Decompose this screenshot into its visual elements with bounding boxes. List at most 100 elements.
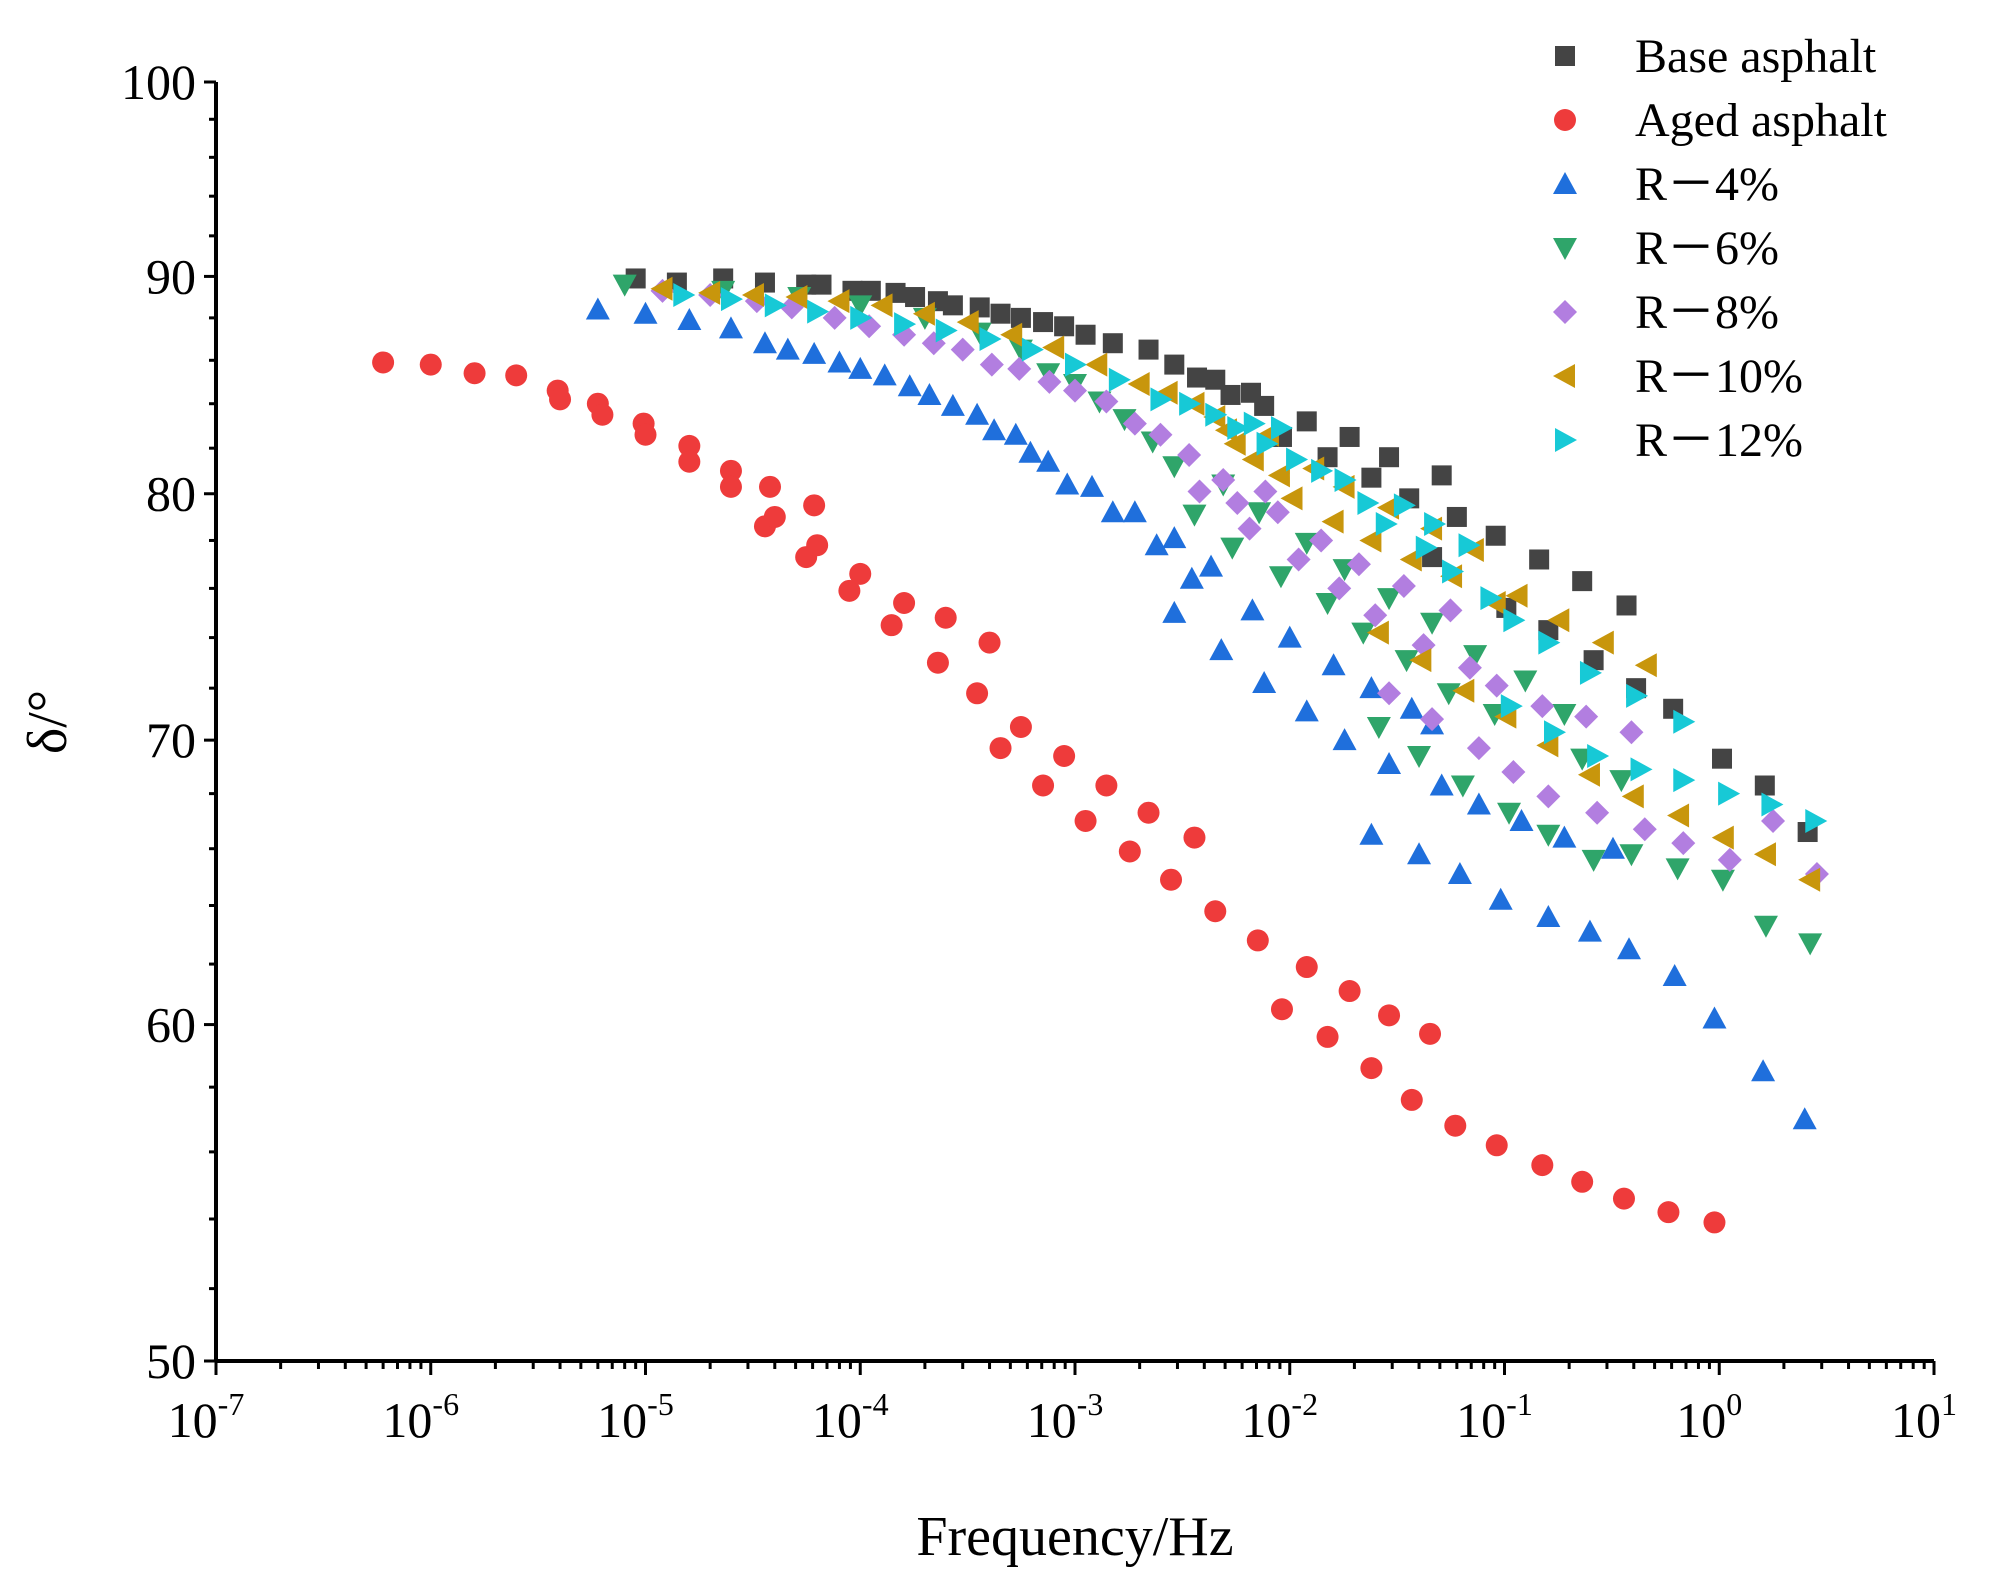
data-point [1505,583,1528,608]
data-point [1321,509,1344,534]
data-point [982,418,1007,441]
data-point [1442,559,1465,584]
data-point [677,307,702,330]
data-point [827,350,852,373]
data-point [1036,449,1061,472]
data-point [673,282,696,307]
data-point [1100,500,1125,523]
data-point [633,301,658,324]
data-point [1267,463,1290,488]
data-point [1751,1059,1776,1082]
x-tick-label: 10-2 [1241,1386,1318,1448]
data-point [1377,495,1400,520]
data-point [1419,1022,1442,1045]
data-point [897,374,922,397]
data-point [1480,586,1503,611]
data-point [1394,650,1419,673]
data-point [1717,847,1742,872]
data-point [1446,506,1467,527]
data-point [612,274,637,297]
data-point [1665,858,1690,881]
data-point [1021,337,1044,362]
data-point [1754,775,1775,796]
data-point [1609,770,1634,793]
data-point [838,579,861,602]
data-point [1177,442,1202,467]
data-point [1485,1134,1508,1157]
data-point [1334,467,1357,492]
x-tick-label: 10-7 [168,1386,245,1448]
data-point [719,459,742,482]
legend-marker [1555,428,1577,452]
data-point [1007,356,1032,381]
data-point [1286,447,1309,472]
data-point [1710,869,1735,892]
data-point [1183,826,1206,849]
data-point [1074,809,1097,832]
y-axis-label: δ/° [17,690,79,754]
data-point [1360,1057,1383,1080]
data-point [1753,915,1778,938]
data-point [1657,1201,1680,1224]
data-point [785,285,808,310]
data-point [1225,490,1250,515]
data-point [1227,416,1250,441]
x-tick-label: 10-4 [812,1386,889,1448]
data-point [463,362,486,385]
data-point [1377,752,1402,775]
data-point [591,403,614,426]
data-point [1315,593,1340,616]
data-point [1463,645,1488,668]
data-point [1420,612,1445,635]
x-tick-label: 10-6 [382,1386,459,1448]
data-point [1761,808,1786,833]
data-point [1095,774,1118,797]
data-point [1246,929,1269,952]
data-point [1080,474,1105,497]
data-point [1587,744,1610,769]
data-point [1187,479,1212,504]
data-point [1673,709,1696,734]
y-tick-label: 50 [146,1333,196,1389]
data-point [1162,456,1187,479]
data-point [1552,825,1577,848]
data-point [1205,402,1228,427]
data-point [1792,1107,1817,1130]
data-point [1619,720,1644,745]
data-point [1378,1004,1401,1027]
data-point [1591,630,1614,655]
data-point [1457,655,1482,680]
data-point [1054,316,1075,337]
data-point [1112,409,1137,432]
data-point [1199,554,1224,577]
data-point [1436,683,1461,706]
data-point [1205,369,1226,390]
data-point [1600,836,1625,859]
data-point [1138,339,1159,360]
data-point [1574,704,1599,729]
y-tick-label: 60 [146,997,196,1053]
data-point [1420,707,1445,732]
data-point [1351,622,1376,645]
data-point [803,494,826,517]
legend-label: Base asphalt [1635,30,1877,83]
data-point [505,364,528,387]
data-point [1211,467,1236,492]
data-point [1400,1088,1423,1111]
legend-item: R－12% [1555,414,1803,467]
data-point [1581,849,1606,872]
data-point [872,363,897,386]
legend-item: R－8% [1553,286,1779,339]
legend-marker [1553,300,1577,324]
data-point [1209,638,1234,661]
data-point [978,631,1001,654]
data-point [1621,784,1644,809]
data-point [1363,603,1388,628]
legend-item: R－4% [1553,158,1779,211]
data-point [1466,792,1491,815]
data-point [678,434,701,457]
data-point [720,287,743,312]
data-point [1179,391,1202,416]
data-point [372,351,395,374]
data-point [1332,728,1357,751]
